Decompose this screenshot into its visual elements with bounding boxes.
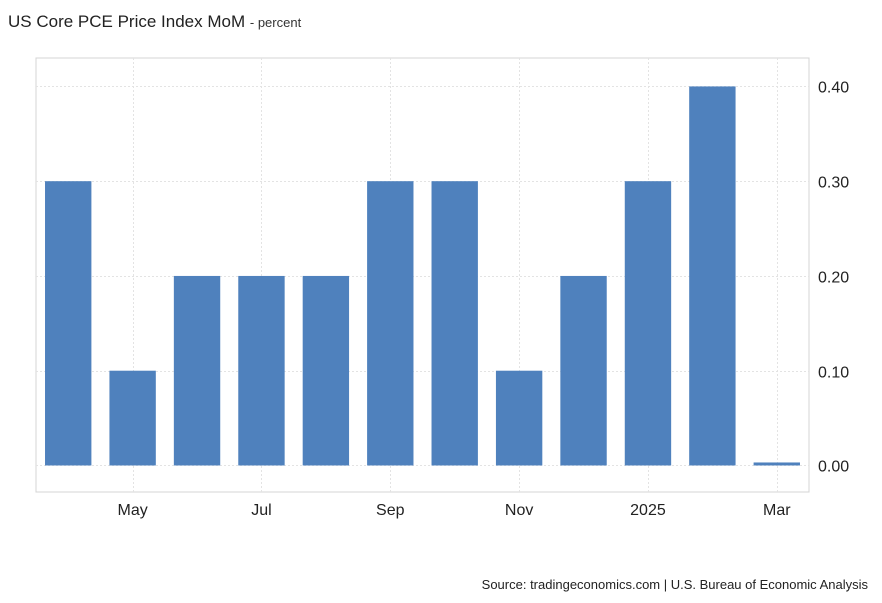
y-tick-label: 0.40 bbox=[818, 80, 849, 97]
x-tick-label: Jul bbox=[251, 502, 271, 519]
y-tick-label: 0.20 bbox=[818, 270, 849, 287]
x-tick-label: May bbox=[118, 502, 148, 519]
bar bbox=[624, 181, 672, 466]
chart-title: US Core PCE Price Index MoM - percent bbox=[8, 12, 301, 32]
bar bbox=[560, 275, 607, 466]
y-tick-label: 0.00 bbox=[818, 459, 849, 476]
bar bbox=[109, 370, 156, 466]
bar bbox=[238, 275, 285, 466]
bar bbox=[173, 275, 221, 466]
bar bbox=[689, 86, 736, 466]
bar bbox=[45, 181, 92, 466]
x-tick-label: Nov bbox=[505, 502, 533, 519]
x-tick-label: Sep bbox=[376, 502, 405, 519]
bar bbox=[302, 275, 350, 466]
bar bbox=[431, 181, 478, 466]
x-tick-label: Mar bbox=[763, 502, 791, 519]
chart-title-text: US Core PCE Price Index MoM bbox=[8, 12, 246, 31]
bar bbox=[753, 462, 800, 466]
y-tick-label: 0.10 bbox=[818, 365, 849, 382]
y-tick-label: 0.30 bbox=[818, 175, 849, 192]
x-tick-label: 2025 bbox=[630, 502, 666, 519]
chart-unit-label: - percent bbox=[249, 15, 302, 30]
bar bbox=[495, 370, 543, 466]
source-attribution: Source: tradingeconomics.com | U.S. Bure… bbox=[481, 577, 868, 592]
bar bbox=[367, 181, 414, 466]
plot-frame bbox=[35, 57, 810, 493]
